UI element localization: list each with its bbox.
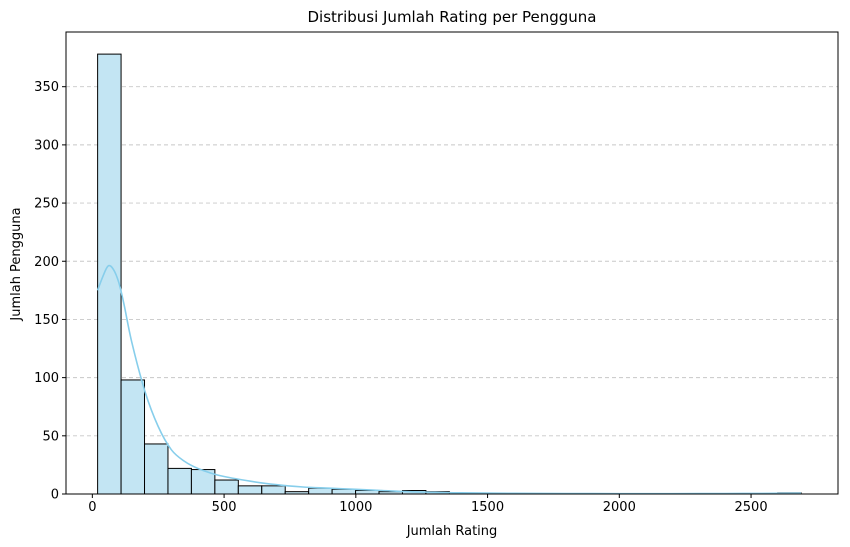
x-tick-label: 1000 bbox=[339, 500, 372, 515]
x-tick-label: 2500 bbox=[735, 500, 768, 515]
x-tick-label: 2000 bbox=[603, 500, 636, 515]
chart-title: Distribusi Jumlah Rating per Pengguna bbox=[307, 8, 596, 26]
y-tick-label: 50 bbox=[42, 429, 59, 444]
y-tick-label: 300 bbox=[34, 138, 59, 153]
x-axis-label: Jumlah Rating bbox=[406, 524, 498, 539]
histogram-bar bbox=[261, 485, 286, 495]
y-tick-label: 0 bbox=[51, 488, 59, 503]
y-axis-ticks: 0 50 100 150 200 250 300 350 bbox=[34, 80, 66, 503]
y-tick-label: 150 bbox=[34, 313, 59, 328]
histogram-bar bbox=[355, 490, 380, 495]
histogram-bar bbox=[120, 379, 146, 495]
histogram-bar bbox=[237, 485, 263, 495]
y-tick-label: 200 bbox=[34, 255, 59, 270]
histogram-bar bbox=[167, 467, 192, 495]
plot-frame bbox=[65, 31, 839, 495]
histogram-bar bbox=[214, 479, 239, 495]
y-tick-label: 100 bbox=[34, 371, 59, 386]
histogram-bar bbox=[144, 443, 169, 495]
histogram-bar bbox=[97, 53, 122, 495]
x-axis-ticks: 0 500 1000 1500 2000 2500 bbox=[88, 494, 768, 515]
y-axis-label: Jumlah Pengguna bbox=[9, 207, 24, 321]
histogram-bar bbox=[331, 488, 357, 495]
x-tick-label: 0 bbox=[88, 500, 96, 515]
grid-lines bbox=[66, 86, 838, 437]
x-tick-label: 500 bbox=[212, 500, 237, 515]
y-tick-label: 350 bbox=[34, 80, 59, 95]
histogram-bar bbox=[308, 487, 333, 495]
histogram-bars bbox=[97, 53, 802, 495]
y-tick-label: 250 bbox=[34, 197, 59, 212]
x-tick-label: 1500 bbox=[471, 500, 504, 515]
